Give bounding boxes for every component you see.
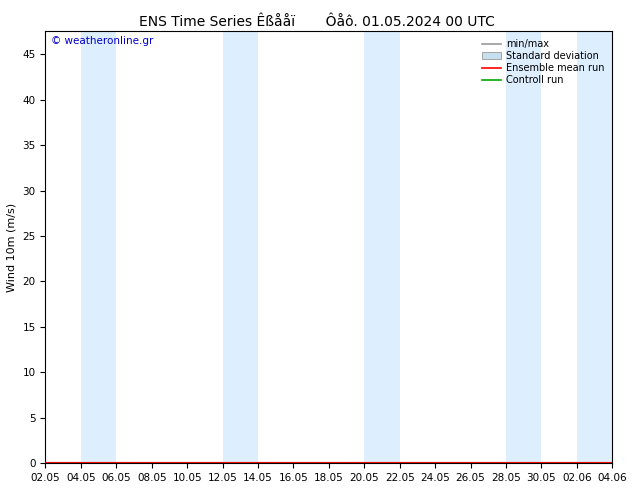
Text: ENS Time Series Êßååï       Ôåô. 01.05.2024 00 UTC: ENS Time Series Êßååï Ôåô. 01.05.2024 00…	[139, 15, 495, 29]
Bar	[365, 31, 399, 464]
Text: © weatheronline.gr: © weatheronline.gr	[51, 36, 153, 46]
Bar	[223, 31, 258, 464]
Bar	[577, 31, 612, 464]
Bar	[506, 31, 541, 464]
Bar	[81, 31, 116, 464]
Legend: min/max, Standard deviation, Ensemble mean run, Controll run: min/max, Standard deviation, Ensemble me…	[479, 36, 607, 88]
Y-axis label: Wind 10m (m/s): Wind 10m (m/s)	[7, 203, 17, 292]
